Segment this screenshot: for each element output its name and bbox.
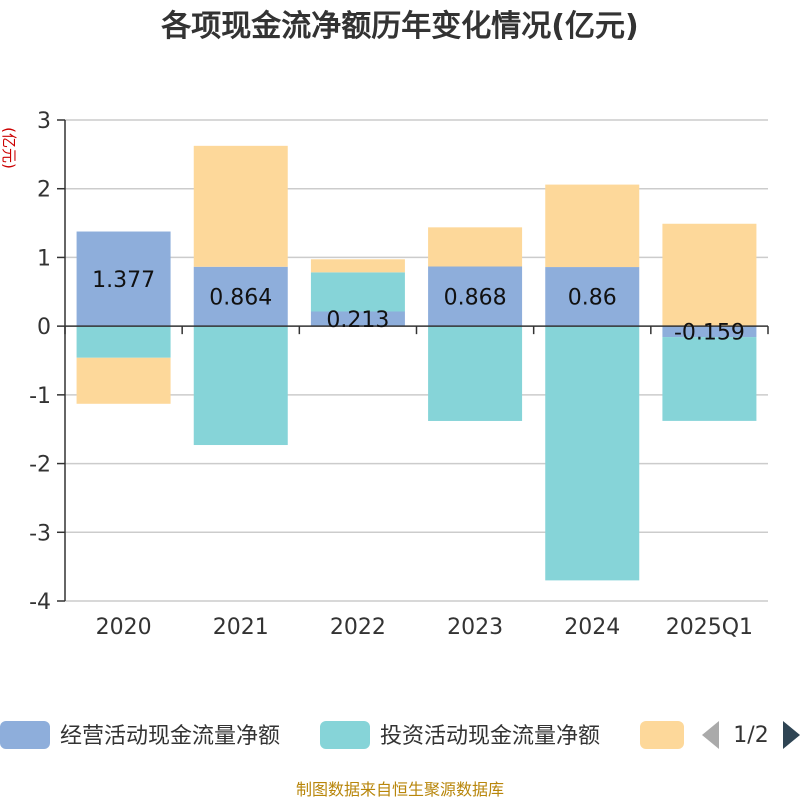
bar-series2-2023	[428, 227, 523, 267]
data-labels: 1.377 0.864 0.213 0.868 0.86 -0.159	[92, 268, 745, 346]
bar-series1-2020	[76, 326, 171, 358]
bar-series1-2022	[310, 272, 405, 312]
y-tick-label: 0	[37, 315, 51, 340]
legend-next-page-icon[interactable]	[783, 721, 800, 749]
y-tick-label: 3	[37, 109, 51, 134]
data-source-note: 制图数据来自恒生聚源数据库	[296, 780, 504, 799]
y-tick-label: 2	[37, 178, 51, 203]
grid-lines	[65, 119, 768, 602]
bar-series1-2021	[193, 326, 288, 446]
bar-series0-2020	[76, 231, 171, 327]
x-category-label: 2023	[447, 615, 503, 640]
y-tick-label: -3	[29, 521, 51, 546]
bar-series0-2024	[545, 267, 640, 327]
legend-swatch-operating	[0, 721, 50, 749]
legend-item-financing[interactable]	[640, 721, 684, 749]
x-category-label: 2020	[96, 615, 152, 640]
bar-series1-2023	[428, 326, 523, 421]
y-tick-label: -4	[29, 590, 51, 615]
legend-item-investing[interactable]: 投资活动现金流量净额	[320, 721, 600, 749]
bar-series2-2024	[545, 184, 640, 268]
legend-swatch-investing	[320, 721, 370, 749]
bar-series0-2022	[310, 311, 405, 327]
data-label-2021: 0.864	[209, 285, 272, 310]
y-tick-label: -1	[29, 384, 51, 409]
legend-page-indicator: 1/2	[733, 723, 768, 748]
data-label-2023: 0.868	[444, 285, 507, 310]
legend-label-operating: 经营活动现金流量净额	[60, 724, 280, 749]
axes: 3 2 1 0 -1 -2 -3 -4 2020 2021 2022 2023 2024 2025Q1	[29, 109, 769, 640]
chart-title: 各项现金流净额历年变化情况(亿元)	[160, 9, 638, 44]
y-tick-label: 1	[37, 246, 51, 271]
x-category-label: 2025Q1	[666, 615, 753, 640]
legend-label-investing: 投资活动现金流量净额	[380, 724, 600, 749]
legend-prev-page-icon[interactable]	[702, 721, 719, 749]
bar-series0-2025Q1	[662, 326, 757, 338]
data-label-2022: 0.213	[326, 308, 389, 333]
bars	[76, 145, 757, 581]
bar-series0-2023	[428, 266, 523, 327]
x-category-label: 2024	[564, 615, 620, 640]
bar-series0-2021	[193, 266, 288, 327]
bar-series2-2020	[76, 357, 171, 404]
bar-series2-2025Q1	[662, 223, 757, 327]
y-axis-unit-label: (亿元)	[0, 127, 18, 169]
data-label-2024: 0.86	[568, 286, 617, 311]
bar-series1-2025Q1	[662, 337, 757, 421]
x-category-label: 2022	[330, 615, 386, 640]
legend-item-operating[interactable]: 经营活动现金流量净额	[0, 721, 280, 749]
legend: 经营活动现金流量净额 投资活动现金流量净额 1/2	[0, 721, 800, 749]
bar-series2-2021	[193, 145, 288, 267]
legend-swatch-financing	[640, 721, 684, 749]
bar-series1-2024	[545, 326, 640, 581]
y-tick-label: -2	[29, 453, 51, 478]
data-label-2020: 1.377	[92, 268, 155, 293]
bar-series2-2022	[310, 259, 405, 273]
x-category-label: 2021	[213, 615, 269, 640]
data-label-2025Q1: -0.159	[674, 321, 745, 346]
